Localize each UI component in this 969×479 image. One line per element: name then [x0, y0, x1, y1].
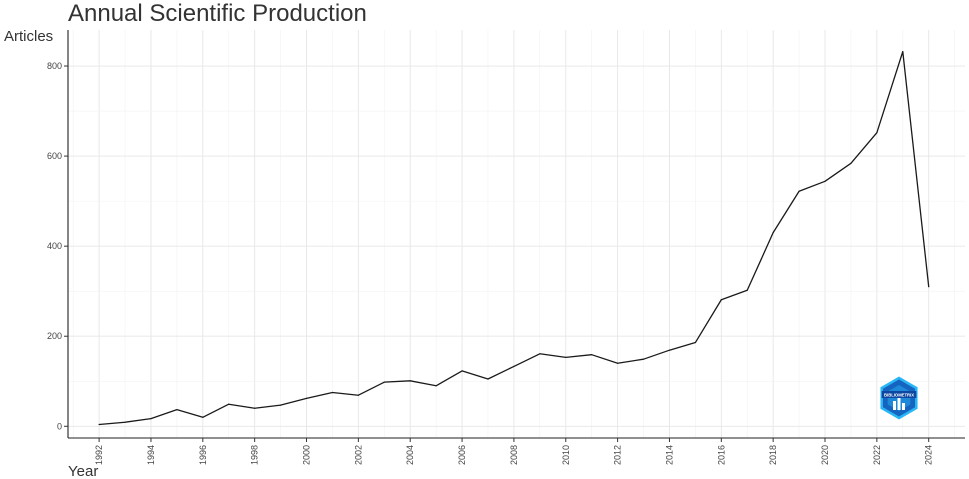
data-point [357, 394, 359, 396]
x-tick-label: 1994 [146, 445, 156, 465]
x-tick-label: 2018 [768, 445, 778, 465]
x-tick-label: 2022 [872, 445, 882, 465]
x-tick-label: 2002 [353, 445, 363, 465]
x-tick-label: 2010 [561, 445, 571, 465]
x-tick-label: 2012 [613, 445, 623, 465]
y-tick-label: 200 [47, 331, 62, 341]
data-point [824, 180, 826, 182]
x-tick-label: 2004 [405, 445, 415, 465]
grid [68, 30, 965, 438]
x-tick-label: 2008 [509, 445, 519, 465]
x-tick-label: 2024 [924, 445, 934, 465]
y-tick-label: 600 [47, 151, 62, 161]
data-point [902, 51, 904, 53]
data-point [668, 349, 671, 351]
data-point [176, 409, 178, 411]
logo-bar-1 [893, 401, 896, 410]
data-point [539, 353, 541, 355]
data-point [435, 385, 437, 387]
x-tick-label: 2016 [716, 445, 726, 465]
chart-title: Annual Scientific Production [68, 0, 367, 27]
axes [67, 30, 965, 439]
data-point [409, 380, 411, 382]
data-point [746, 289, 748, 291]
data-point [331, 391, 334, 394]
y-axis-title: Articles [4, 28, 53, 45]
x-tick-label: 1998 [250, 445, 260, 465]
data-point [850, 162, 852, 164]
data-point [513, 365, 515, 367]
data-point [772, 232, 774, 234]
data-point [383, 381, 385, 383]
data-point [876, 132, 878, 134]
x-tick-label: 2000 [302, 445, 312, 465]
data-point [150, 418, 152, 420]
data-point [798, 190, 800, 192]
data-point [228, 403, 230, 405]
logo-text: BIBLIOMETRIX [884, 393, 914, 398]
y-ticks: 0 200 400 600 800 [47, 61, 68, 431]
data-point [98, 423, 100, 426]
x-ticks: 1992 1994 1996 1998 2000 2002 2004 2006 2008 2010… [94, 438, 934, 465]
data-point [642, 358, 645, 360]
data-point [565, 356, 567, 358]
logo-bar-2 [897, 398, 901, 410]
data-point [591, 354, 593, 356]
x-tick-label: 1996 [198, 445, 208, 465]
data-point [928, 286, 930, 288]
data-points [98, 51, 930, 426]
data-point [202, 416, 204, 418]
data-point [461, 370, 463, 372]
logo-bar-3 [902, 403, 905, 410]
data-point [124, 421, 126, 423]
data-point [305, 397, 308, 399]
x-tick-label: 1992 [94, 445, 104, 465]
x-axis-title: Year [68, 463, 98, 479]
x-tick-label: 2014 [664, 445, 674, 465]
y-tick-label: 0 [57, 421, 62, 431]
bibliometrix-logo: BIBLIOMETRIX [880, 376, 918, 420]
x-tick-label: 2006 [457, 445, 467, 465]
logo-band [881, 391, 917, 398]
data-point [617, 362, 619, 364]
data-point [720, 299, 722, 301]
y-tick-label: 400 [47, 241, 62, 251]
data-point [254, 407, 256, 409]
x-tick-label: 2020 [820, 445, 830, 465]
y-tick-label: 800 [47, 61, 62, 71]
data-point [487, 378, 489, 380]
data-point [279, 404, 282, 406]
data-point [694, 341, 696, 344]
